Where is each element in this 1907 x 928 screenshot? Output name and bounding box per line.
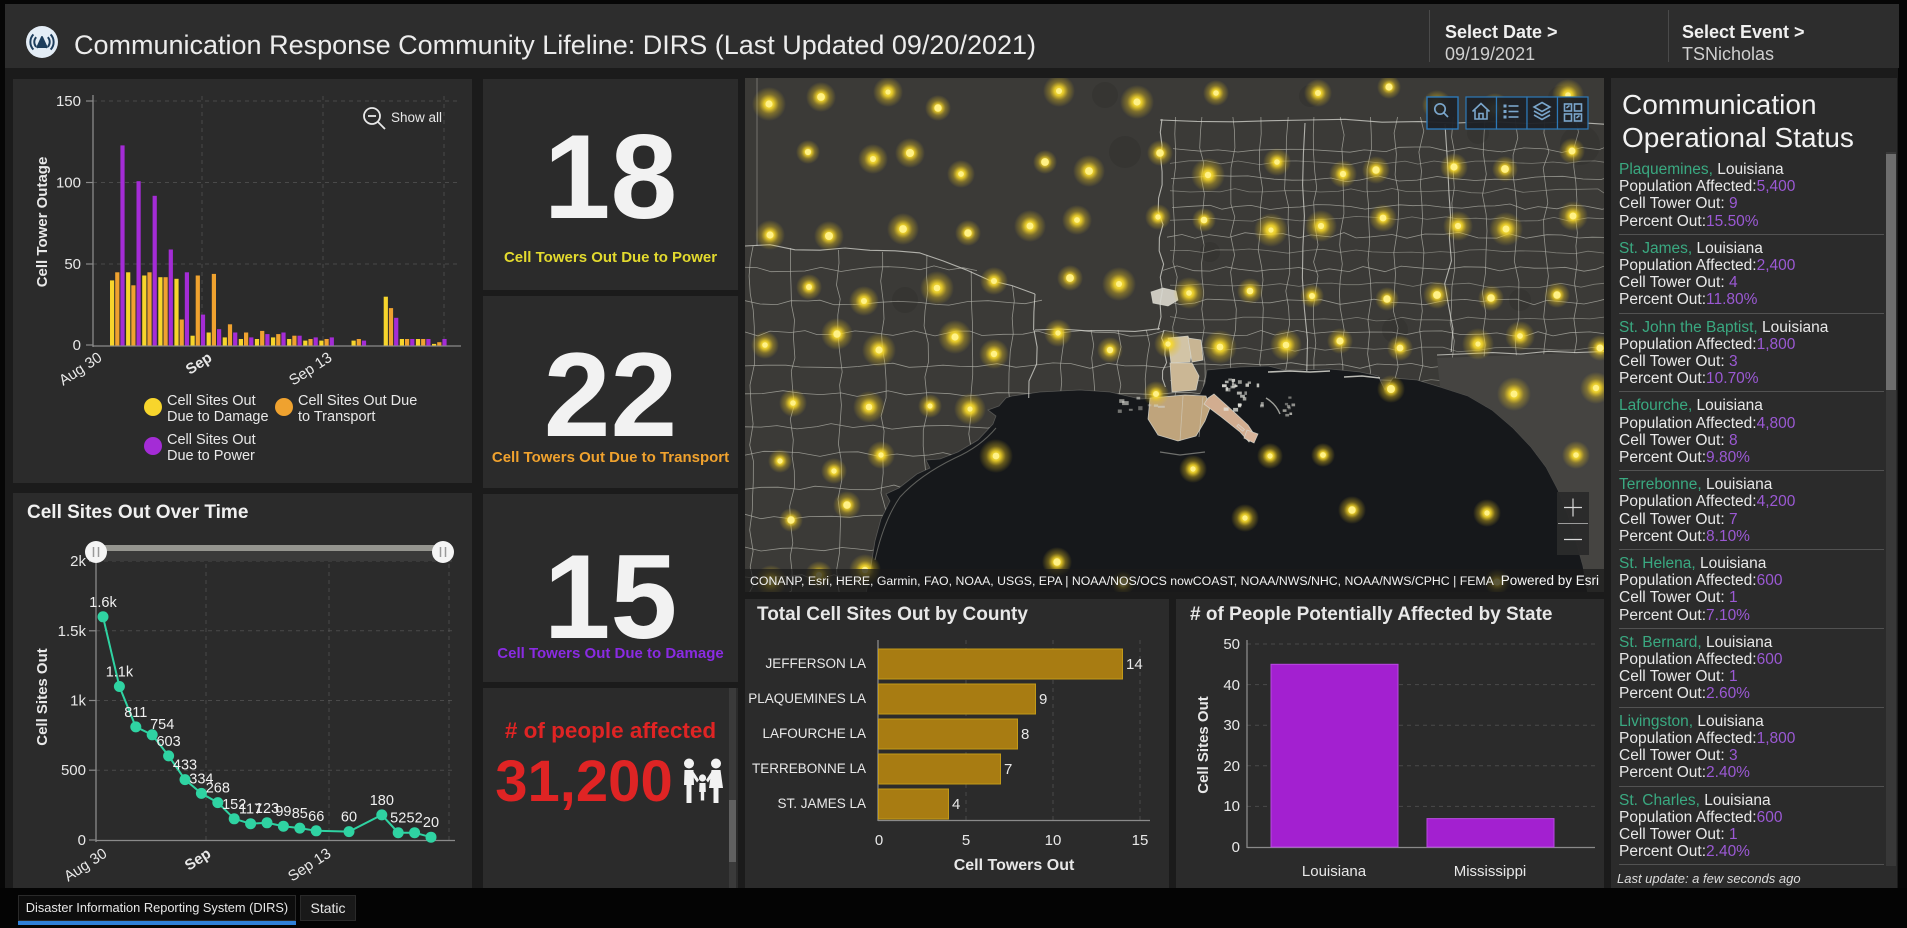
svg-text:Powered by Esri: Powered by Esri xyxy=(1501,573,1599,588)
svg-text:CONANP, Esri, HERE, Garmin, FA: CONANP, Esri, HERE, Garmin, FAO, NOAA, U… xyxy=(750,574,1495,588)
